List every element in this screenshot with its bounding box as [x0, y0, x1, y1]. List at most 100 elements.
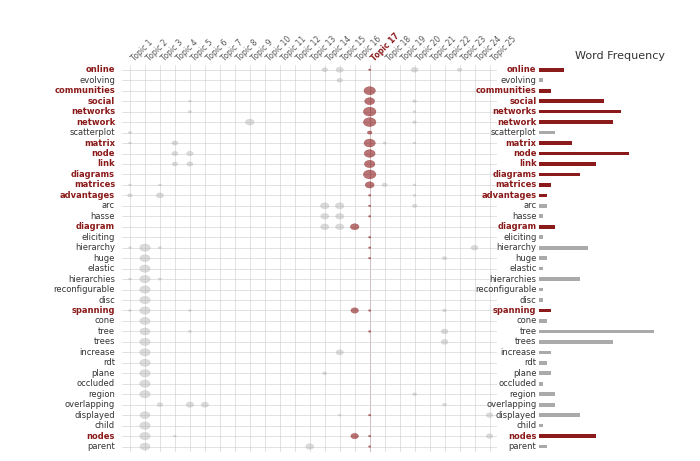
Circle shape: [172, 151, 178, 156]
Circle shape: [411, 67, 418, 72]
Circle shape: [335, 203, 344, 209]
Text: elastic: elastic: [509, 264, 536, 273]
Text: diagrams: diagrams: [493, 170, 536, 179]
Circle shape: [321, 224, 329, 230]
Text: child: child: [517, 421, 536, 430]
Circle shape: [413, 195, 416, 196]
Text: matrices: matrices: [74, 180, 115, 189]
Circle shape: [140, 275, 150, 283]
Circle shape: [140, 390, 150, 398]
Circle shape: [351, 308, 358, 313]
Text: cone: cone: [516, 316, 536, 325]
Text: hasse: hasse: [90, 212, 115, 221]
Circle shape: [368, 414, 371, 416]
Circle shape: [156, 193, 164, 198]
Text: huge: huge: [94, 254, 115, 263]
Circle shape: [246, 119, 254, 125]
Bar: [539, 204, 547, 207]
Circle shape: [336, 67, 343, 72]
Text: spanning: spanning: [493, 306, 536, 315]
Text: online: online: [85, 65, 115, 74]
Text: disc: disc: [519, 296, 536, 305]
Bar: [539, 194, 547, 197]
Text: region: region: [510, 390, 536, 399]
Text: online: online: [507, 65, 536, 74]
Bar: [539, 403, 555, 407]
Text: advantages: advantages: [482, 191, 536, 200]
Text: eliciting: eliciting: [82, 233, 115, 242]
Circle shape: [338, 414, 341, 416]
Text: tree: tree: [519, 327, 536, 336]
Circle shape: [335, 213, 344, 219]
Circle shape: [129, 309, 132, 312]
Bar: [539, 162, 596, 166]
Text: nodes: nodes: [508, 431, 536, 441]
Text: plane: plane: [513, 369, 536, 378]
Circle shape: [368, 331, 371, 332]
Text: matrices: matrices: [495, 180, 536, 189]
Bar: [539, 110, 621, 113]
Text: trees: trees: [515, 337, 536, 346]
Circle shape: [140, 443, 150, 450]
Circle shape: [158, 247, 162, 249]
Circle shape: [412, 204, 417, 207]
Circle shape: [368, 435, 371, 437]
Bar: [539, 225, 555, 229]
Circle shape: [140, 317, 150, 325]
Text: rdt: rdt: [524, 358, 536, 367]
Circle shape: [140, 370, 150, 377]
Circle shape: [188, 330, 192, 332]
Circle shape: [442, 309, 447, 312]
Circle shape: [486, 434, 493, 438]
Bar: [539, 340, 612, 344]
Text: networks: networks: [492, 107, 536, 116]
Text: rdt: rdt: [103, 358, 115, 367]
Circle shape: [140, 265, 150, 272]
Text: huge: huge: [515, 254, 536, 263]
Circle shape: [129, 278, 132, 280]
Bar: [539, 172, 580, 176]
Bar: [539, 288, 543, 291]
Text: increase: increase: [500, 348, 536, 357]
Bar: [539, 350, 552, 354]
Circle shape: [157, 403, 163, 407]
Circle shape: [140, 328, 150, 335]
Circle shape: [442, 403, 447, 406]
Circle shape: [202, 402, 209, 407]
Bar: [539, 372, 552, 375]
Circle shape: [140, 349, 150, 356]
Text: overlapping: overlapping: [486, 400, 536, 409]
Text: diagrams: diagrams: [71, 170, 115, 179]
Bar: [539, 382, 543, 385]
Circle shape: [413, 184, 416, 186]
Text: network: network: [497, 118, 536, 127]
Text: hierarchies: hierarchies: [68, 275, 115, 284]
Circle shape: [140, 244, 150, 251]
Circle shape: [363, 107, 376, 116]
Bar: [539, 309, 552, 312]
Text: communities: communities: [476, 86, 536, 95]
Bar: [539, 424, 543, 427]
Text: region: region: [88, 390, 115, 399]
Circle shape: [140, 380, 150, 387]
Text: elastic: elastic: [88, 264, 115, 273]
Bar: [539, 99, 605, 103]
Text: link: link: [97, 160, 115, 168]
Text: occluded: occluded: [77, 379, 115, 388]
Circle shape: [140, 296, 150, 304]
Text: Word Frequency: Word Frequency: [575, 51, 665, 61]
Circle shape: [321, 213, 329, 219]
Bar: [539, 68, 564, 71]
Text: hierarchies: hierarchies: [489, 275, 536, 284]
Circle shape: [442, 257, 447, 260]
Bar: [539, 256, 547, 260]
Circle shape: [413, 111, 416, 112]
Circle shape: [441, 329, 448, 334]
Circle shape: [412, 393, 416, 396]
Bar: [539, 120, 612, 124]
Text: child: child: [95, 421, 115, 430]
Circle shape: [140, 286, 150, 293]
Bar: [539, 445, 547, 449]
Circle shape: [351, 433, 358, 439]
Circle shape: [383, 142, 386, 144]
